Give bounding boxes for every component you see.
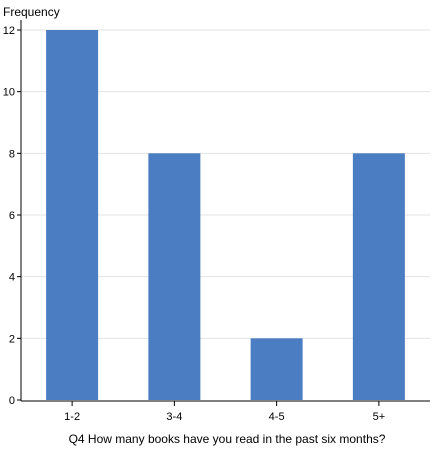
bar-4-5 <box>250 338 303 400</box>
y-tick-label: 0 <box>9 395 15 407</box>
y-tick-label: 6 <box>9 210 15 222</box>
x-tick-label: 3-4 <box>166 411 182 423</box>
y-tick-label: 8 <box>9 148 15 160</box>
x-axis-title: Q4 How many books have you read in the p… <box>69 432 386 446</box>
bar-1-2 <box>46 30 99 400</box>
axes <box>20 20 430 402</box>
bar-5+ <box>352 153 405 400</box>
y-tick-label: 4 <box>9 272 15 284</box>
x-ticks: 1-2 3-4 4-5 5+ <box>64 401 385 423</box>
bar-3-4 <box>148 153 201 400</box>
x-tick-label: 1-2 <box>64 411 80 423</box>
y-tick-label: 2 <box>9 333 15 345</box>
bars <box>46 30 405 400</box>
x-tick-label: 4-5 <box>269 411 285 423</box>
y-tick-label: 10 <box>3 87 15 99</box>
y-ticks: 0 2 4 6 8 10 12 <box>3 25 21 407</box>
y-tick-label: 12 <box>3 25 15 37</box>
x-tick-label: 5+ <box>373 411 386 423</box>
y-axis-title: Frequency <box>3 5 60 19</box>
